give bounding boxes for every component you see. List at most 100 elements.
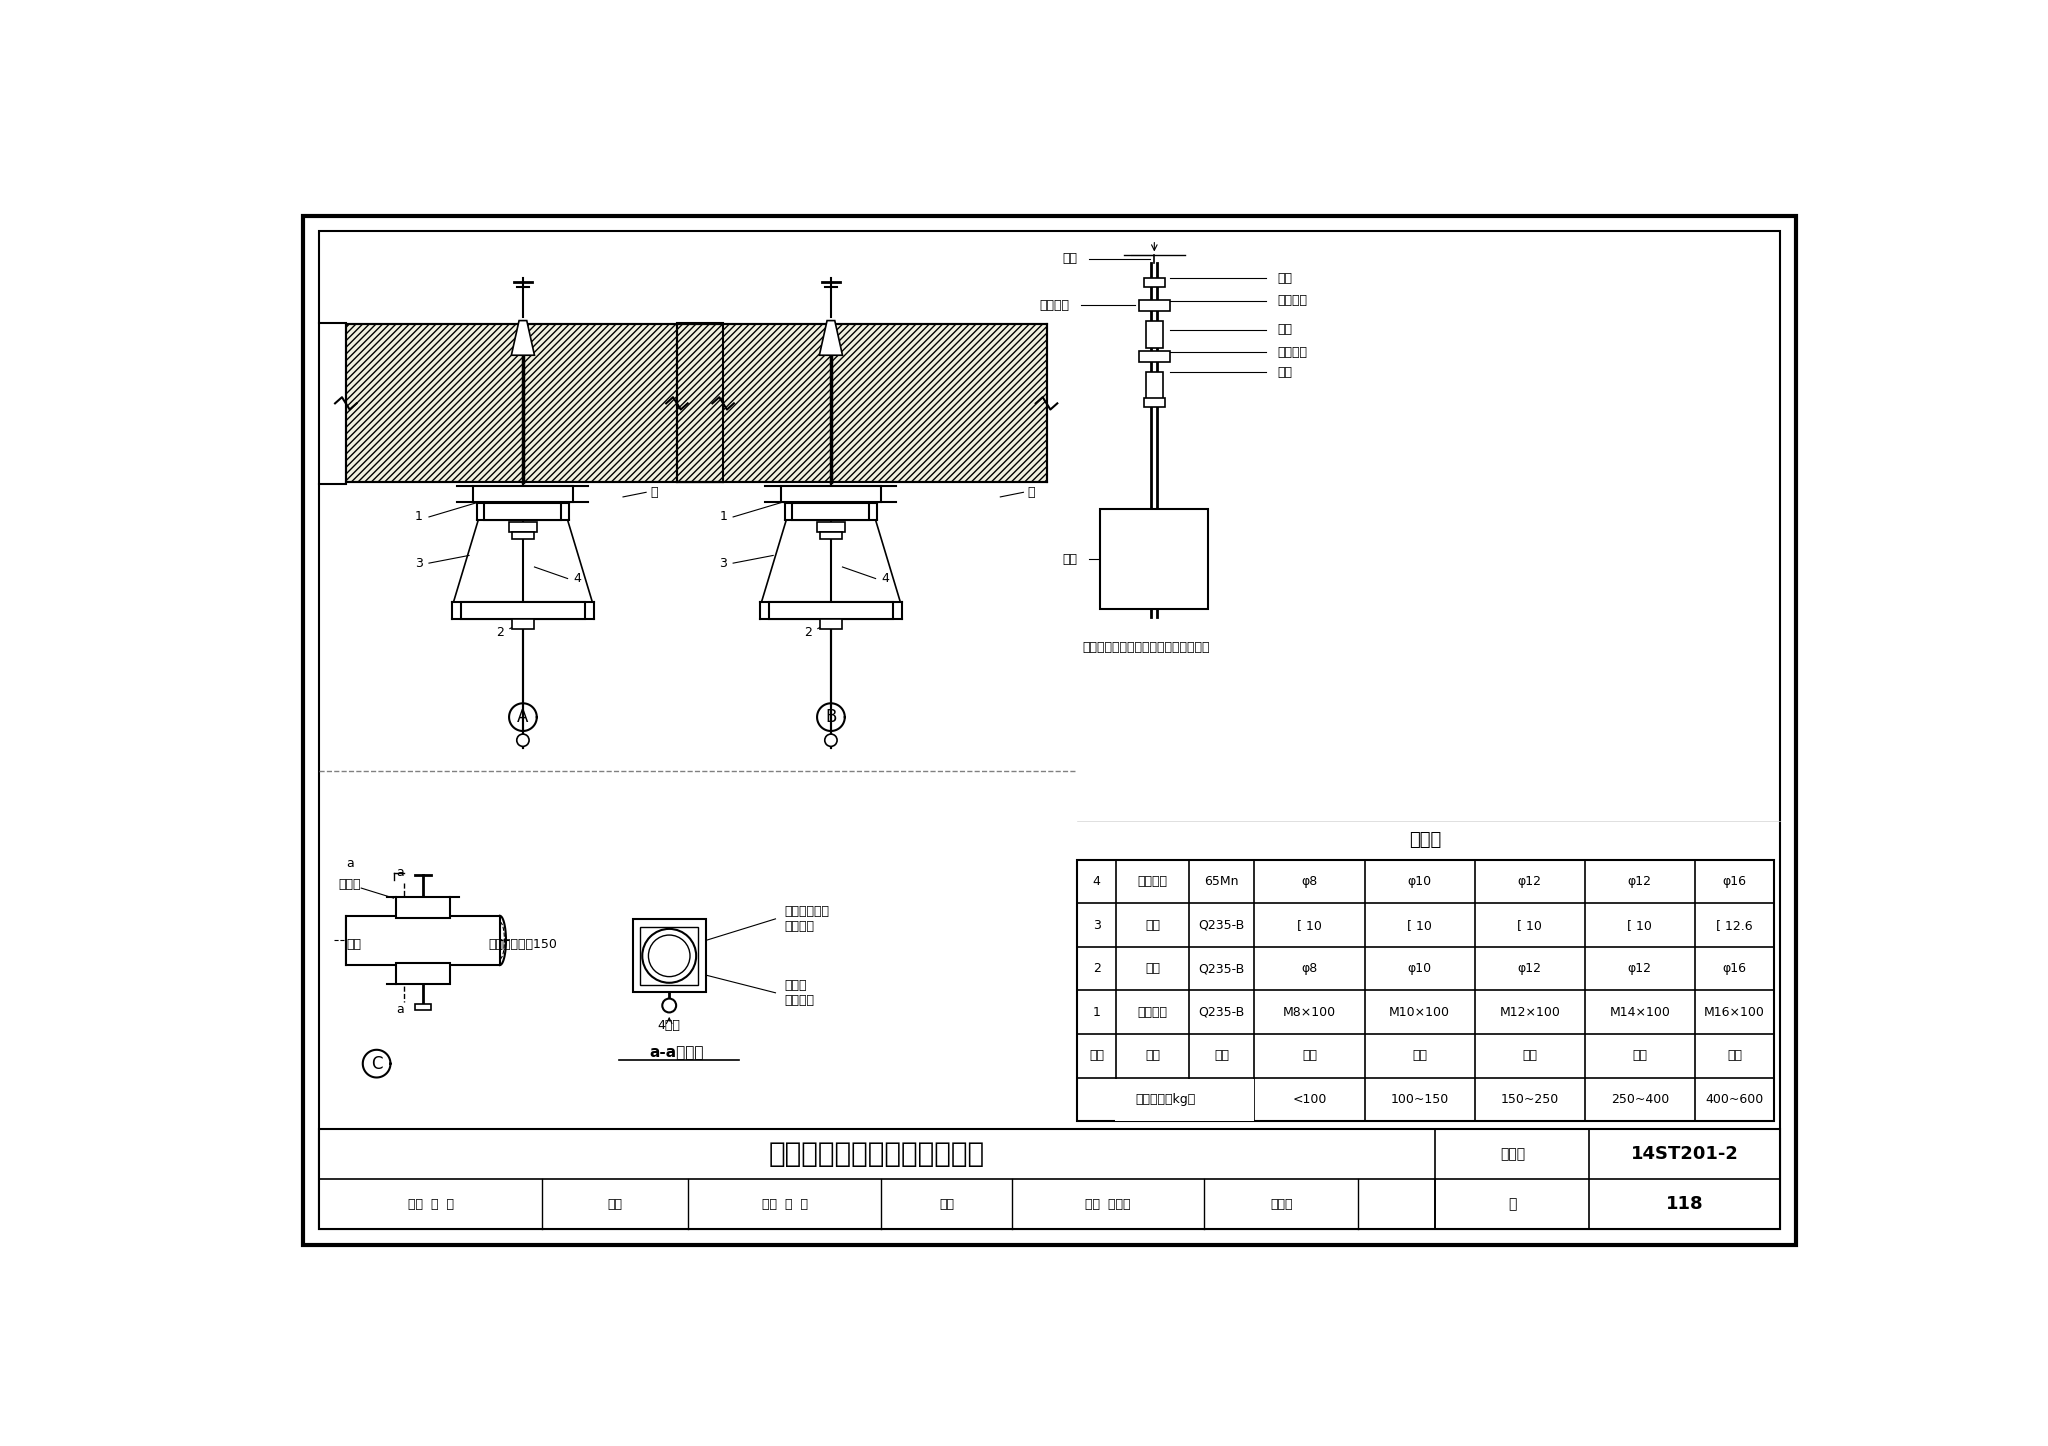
Text: （保温垫圈安装时确保其保温面向下）: （保温垫圈安装时确保其保温面向下） [1083, 642, 1210, 655]
Text: 吊杆: 吊杆 [1145, 962, 1159, 975]
Text: 编号: 编号 [1090, 1050, 1104, 1063]
Bar [819, 619, 842, 629]
Text: 螺母: 螺母 [1278, 272, 1292, 285]
Text: M8×100: M8×100 [1282, 1006, 1335, 1019]
Bar [1143, 398, 1165, 406]
Text: 4: 4 [1094, 875, 1100, 888]
Bar [395, 897, 451, 918]
Text: a: a [395, 866, 403, 879]
Text: φ12: φ12 [1628, 962, 1653, 975]
Text: 规格: 规格 [1726, 1050, 1743, 1063]
Text: φ8: φ8 [1300, 962, 1317, 975]
Bar [793, 503, 870, 521]
Text: 1: 1 [719, 510, 727, 523]
Text: 3: 3 [416, 557, 422, 570]
Text: 4: 4 [881, 573, 889, 586]
Text: B: B [825, 709, 836, 726]
Text: 严赟哦: 严赟哦 [1270, 1197, 1292, 1210]
Polygon shape [819, 321, 842, 356]
Text: C: C [371, 1054, 383, 1073]
Text: 金属夹
（附件）: 金属夹 （附件） [784, 979, 815, 1006]
Bar [510, 522, 537, 532]
Text: 整机重量（kg）: 整机重量（kg） [1137, 1093, 1196, 1106]
Text: 1: 1 [416, 510, 422, 523]
Text: [ 10: [ 10 [1296, 918, 1321, 931]
Text: 2: 2 [496, 626, 504, 639]
Bar [485, 503, 561, 521]
Text: 弹簧垫圈: 弹簧垫圈 [1040, 299, 1069, 312]
Bar [817, 522, 844, 532]
Bar [346, 324, 723, 483]
Bar [395, 963, 451, 985]
Text: [ 10: [ 10 [1518, 918, 1542, 931]
Bar [819, 532, 842, 539]
Text: M12×100: M12×100 [1499, 1006, 1561, 1019]
Text: 排水软管长＜150: 排水软管长＜150 [489, 938, 557, 951]
Text: 刘森: 刘森 [938, 1197, 954, 1210]
Bar [1145, 321, 1163, 347]
Text: 膨胀螺栓: 膨胀螺栓 [1137, 1006, 1167, 1019]
Text: 吊耳: 吊耳 [1278, 324, 1292, 337]
Text: 多联式空调机室内机安装详图: 多联式空调机室内机安装详图 [770, 1139, 985, 1168]
Text: 保温垫圈: 保温垫圈 [1278, 346, 1307, 359]
Text: [ 12.6: [ 12.6 [1716, 918, 1753, 931]
Text: 规格: 规格 [1522, 1050, 1538, 1063]
Bar [1145, 372, 1163, 399]
Text: 审核  赵  辰: 审核 赵 辰 [408, 1197, 453, 1210]
Text: 3: 3 [1094, 918, 1100, 931]
Text: 2: 2 [1094, 962, 1100, 975]
Text: 材料表: 材料表 [1409, 831, 1442, 849]
Bar [1114, 1079, 1190, 1121]
Bar [1139, 299, 1169, 311]
Text: φ10: φ10 [1407, 962, 1432, 975]
Text: 14ST201-2: 14ST201-2 [1630, 1145, 1739, 1163]
Text: 材料: 材料 [1214, 1050, 1229, 1063]
Text: 4: 4 [573, 573, 582, 586]
Circle shape [643, 928, 696, 983]
Circle shape [662, 999, 676, 1012]
Text: A: A [518, 709, 528, 726]
Bar [1100, 509, 1208, 609]
Text: φ16: φ16 [1722, 875, 1747, 888]
Text: 100~150: 100~150 [1391, 1093, 1448, 1106]
Bar [319, 231, 1780, 1229]
Text: a: a [346, 857, 354, 870]
Text: 3: 3 [719, 557, 727, 570]
Bar [346, 915, 500, 964]
Text: 4以下: 4以下 [657, 1019, 680, 1032]
Circle shape [825, 735, 838, 746]
Text: 槽钢: 槽钢 [1145, 918, 1159, 931]
Text: Q235-B: Q235-B [1198, 962, 1245, 975]
Text: φ12: φ12 [1518, 962, 1542, 975]
Text: 用密封带包扎
（附件）: 用密封带包扎 （附件） [784, 905, 829, 933]
Bar [319, 1129, 1780, 1229]
Bar [633, 920, 707, 992]
Text: 65Mn: 65Mn [1204, 875, 1239, 888]
Text: 校对  刘  森: 校对 刘 森 [762, 1197, 807, 1210]
Text: M14×100: M14×100 [1610, 1006, 1671, 1019]
Polygon shape [512, 321, 535, 356]
Bar [1077, 859, 1774, 1122]
Bar [770, 602, 893, 619]
Bar [1188, 1079, 1255, 1121]
Text: Q235-B: Q235-B [1198, 1006, 1245, 1019]
Text: 名称: 名称 [1145, 1050, 1159, 1063]
Text: 弧辰: 弧辰 [608, 1197, 623, 1210]
Circle shape [516, 735, 528, 746]
Bar [678, 324, 1047, 483]
Text: φ16: φ16 [1722, 962, 1747, 975]
Text: 吊杆: 吊杆 [1063, 253, 1077, 266]
Text: 规格: 规格 [1411, 1050, 1427, 1063]
Bar [1143, 278, 1165, 288]
Text: 板: 板 [1028, 486, 1034, 499]
Text: 板: 板 [649, 486, 657, 499]
Text: φ8: φ8 [1300, 875, 1317, 888]
Text: 400~600: 400~600 [1706, 1093, 1763, 1106]
Bar [512, 532, 535, 539]
Text: a: a [395, 1004, 403, 1017]
Text: 118: 118 [1665, 1196, 1704, 1213]
Text: Q235-B: Q235-B [1198, 918, 1245, 931]
Text: 页: 页 [1507, 1197, 1518, 1212]
Text: 弹簧垫圈: 弹簧垫圈 [1137, 875, 1167, 888]
Text: 1: 1 [1094, 1006, 1100, 1019]
